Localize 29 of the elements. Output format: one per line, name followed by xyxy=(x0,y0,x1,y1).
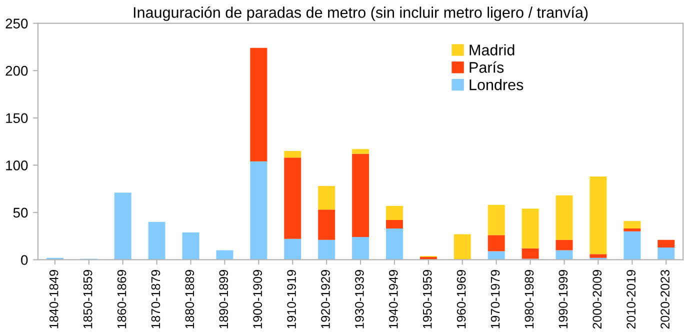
x-tick-label: 2000-2009 xyxy=(592,270,602,329)
y-tick-label: 200 xyxy=(6,66,28,76)
x-tick-label: 1930-1939 xyxy=(355,270,364,328)
y-tick-label: 50 xyxy=(13,208,28,218)
x-tick-label: 1870-1879 xyxy=(151,270,160,328)
x-tick-label: 1970-1979 xyxy=(490,270,500,328)
x-tick-label: 1980-1989 xyxy=(524,270,534,328)
x-tick-label: 1960-1969 xyxy=(456,270,466,328)
x-tick-label: 1900-1909 xyxy=(253,270,262,328)
legend-label: París xyxy=(470,61,504,73)
x-tick-label: 1990-1999 xyxy=(558,270,568,328)
x-tick-label: 1920-1929 xyxy=(321,270,330,328)
y-tick-label: 100 xyxy=(6,160,28,170)
x-tick-label: 1860-1869 xyxy=(117,270,126,328)
x-tick-label: 1910-1919 xyxy=(287,270,296,328)
x-tick-label: 1950-1959 xyxy=(422,270,432,328)
chart-title: Inauguración de paradas de metro (sin incluir metro ligero / tranvía) xyxy=(134,6,588,21)
legend-label: Londres xyxy=(470,78,524,90)
x-tick-label: 1890-1899 xyxy=(219,270,228,328)
x-tick-label: 1880-1889 xyxy=(185,270,194,328)
x-tick-label: 2010-2019 xyxy=(626,270,636,329)
x-tick-label: 2020-2023 xyxy=(660,270,670,329)
y-tick-label: 0 xyxy=(21,255,28,265)
legend-label: Madrid xyxy=(470,44,514,56)
x-tick-label: 1940-1949 xyxy=(388,270,398,328)
x-tick-label: 1850-1859 xyxy=(83,270,92,328)
x-tick-label: 1840-1849 xyxy=(49,270,58,328)
y-tick-label: 150 xyxy=(6,113,28,124)
y-tick-label: 250 xyxy=(6,18,28,28)
